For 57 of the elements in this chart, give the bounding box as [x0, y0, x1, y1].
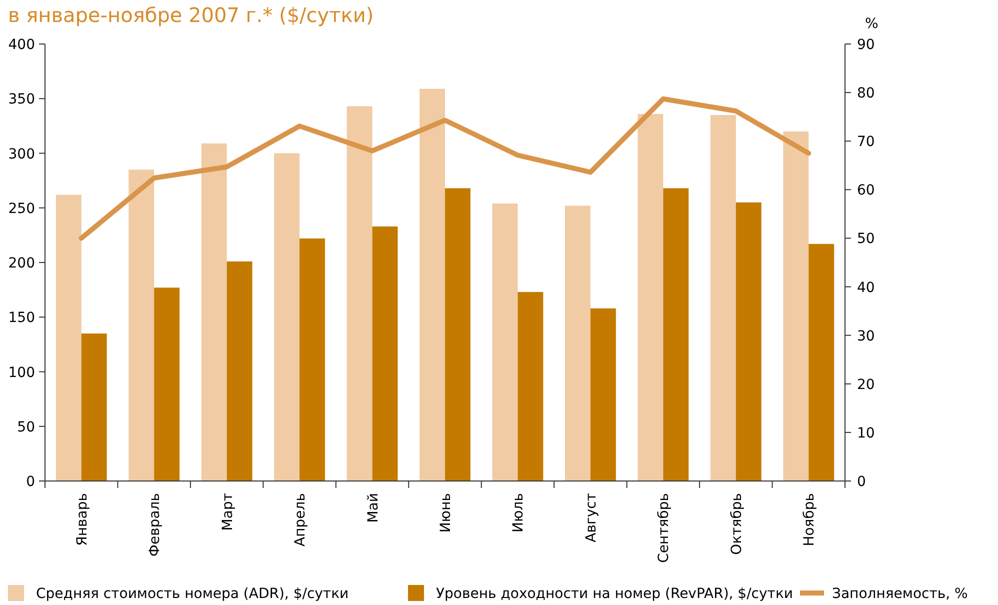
y2-tick-label: 10	[857, 425, 875, 442]
bar	[445, 188, 470, 481]
bar	[590, 308, 616, 481]
y-tick-label: 250	[8, 200, 35, 217]
y2-tick-label: 80	[857, 86, 875, 102]
x-tick-label: Январь	[74, 493, 90, 546]
legend-label: Уровень доходности на номер (RevPAR), $/сутки	[436, 586, 793, 602]
x-tick-label: Октябрь	[728, 493, 745, 555]
y-tick-label: 100	[8, 364, 35, 381]
y-tick-label: 150	[8, 310, 35, 326]
legend-label: Средняя стоимость номера (ADR), $/сутки	[36, 586, 349, 602]
bar	[372, 226, 398, 481]
x-tick-label: Июнь	[438, 493, 454, 533]
bar	[346, 106, 372, 481]
bar	[128, 170, 154, 481]
x-tick-label: Август	[583, 493, 600, 542]
bar	[518, 292, 544, 481]
bar	[783, 131, 809, 481]
y2-tick-label: 60	[857, 182, 875, 199]
y-tick-label: 0	[26, 474, 35, 490]
x-tick-label: Сентябрь	[656, 493, 672, 563]
bar	[274, 153, 300, 481]
y2-tick-label: 0	[857, 474, 866, 490]
bar	[736, 202, 762, 481]
x-tick-label: Май	[365, 493, 382, 523]
bar	[300, 238, 325, 481]
bar	[81, 334, 107, 481]
bar	[710, 115, 736, 481]
x-tick-label: Июль	[510, 493, 527, 532]
bar	[226, 261, 252, 481]
y-tick-label: 300	[8, 146, 35, 162]
y-tick-label: 50	[17, 419, 35, 436]
bar	[638, 114, 664, 481]
y2-tick-label: 50	[857, 231, 875, 248]
y2-axis-title: %	[865, 16, 878, 32]
x-tick-label: Ноябрь	[802, 493, 818, 546]
y-tick-label: 200	[8, 256, 35, 272]
chart-title: в январе-ноябре 2007 г.* ($/сутки)	[8, 3, 374, 27]
bar	[663, 188, 689, 481]
y2-tick-label: 90	[857, 37, 875, 53]
x-tick-label: Март	[220, 493, 236, 531]
y-tick-label: 400	[8, 37, 35, 53]
bar	[56, 194, 82, 481]
legend-label: Заполняемость, %	[832, 586, 968, 602]
x-tick-label: Апрель	[292, 493, 309, 546]
bar	[808, 244, 834, 481]
y-tick-label: 350	[8, 92, 35, 108]
y2-tick-label: 40	[857, 280, 875, 296]
y2-tick-label: 70	[857, 134, 875, 150]
bar	[492, 204, 518, 481]
x-tick-label: Февраль	[147, 493, 164, 557]
y2-tick-label: 30	[857, 328, 875, 344]
bar	[201, 143, 227, 481]
bar	[565, 206, 590, 481]
bar	[420, 88, 445, 481]
bar	[154, 288, 180, 481]
y2-tick-label: 20	[857, 376, 875, 393]
